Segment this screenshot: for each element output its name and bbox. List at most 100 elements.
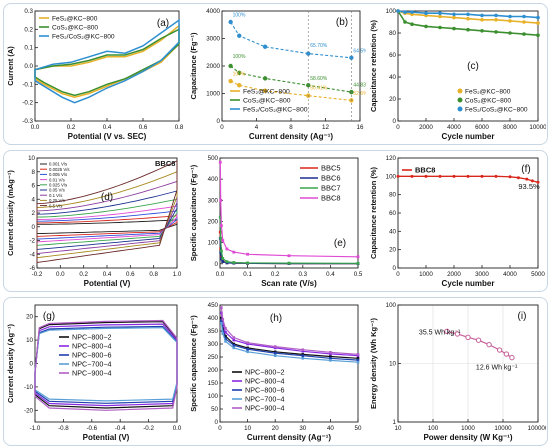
x-tick-label: 0.0 bbox=[56, 271, 65, 278]
x-tick-label: 0.0 bbox=[216, 271, 225, 278]
y-tick-label: 1 bbox=[393, 419, 397, 426]
data-point bbox=[287, 254, 291, 258]
y-tick-label: 2 bbox=[32, 210, 36, 217]
data-point bbox=[466, 12, 470, 17]
x-tick-label: 12 bbox=[322, 124, 329, 131]
data-point bbox=[508, 19, 512, 23]
legend-label: 0.005 V/s bbox=[49, 172, 67, 177]
x-tick-label: 10000 bbox=[529, 124, 546, 131]
data-point bbox=[410, 10, 414, 14]
y-tick-label: 10 bbox=[26, 337, 33, 344]
cv-loop bbox=[36, 190, 178, 250]
series-line bbox=[230, 21, 352, 59]
y-tick-label: 300 bbox=[208, 197, 219, 204]
data-point bbox=[273, 351, 277, 355]
y-tick-label: 4 bbox=[32, 196, 36, 203]
x-tick-label: 3000 bbox=[475, 271, 489, 278]
percent-annotation: 100% bbox=[233, 72, 246, 78]
data-point bbox=[224, 334, 227, 338]
x-tick-label: 8 bbox=[289, 124, 293, 131]
y-tick-label: -10 bbox=[24, 384, 34, 391]
data-point bbox=[301, 357, 305, 360]
retention-annotation: 93.5% bbox=[518, 182, 540, 191]
data-point bbox=[356, 255, 360, 259]
data-point bbox=[228, 78, 233, 84]
data-point bbox=[232, 250, 236, 254]
x-axis-label: Potential (V vs. SEC) bbox=[68, 132, 147, 141]
legend-label: NPC−800−2 bbox=[245, 368, 285, 377]
data-point bbox=[356, 357, 360, 360]
data-point bbox=[452, 174, 456, 178]
cv-loop bbox=[36, 198, 178, 246]
data-point bbox=[403, 20, 407, 24]
data-point bbox=[221, 239, 225, 242]
data-point bbox=[410, 22, 414, 27]
data-point bbox=[232, 336, 236, 339]
y-tick-label: 450 bbox=[208, 302, 219, 309]
y-tick-label: 1000 bbox=[206, 91, 220, 98]
data-point bbox=[262, 76, 268, 81]
data-point bbox=[465, 334, 471, 341]
data-point bbox=[508, 14, 512, 19]
legend-label: NPC−700−4 bbox=[72, 360, 112, 369]
data-point bbox=[220, 321, 223, 325]
data-point bbox=[273, 350, 277, 354]
data-point bbox=[220, 319, 223, 322]
legend-label: 0.01 V/s bbox=[49, 177, 65, 182]
x-tick-label: 0.4 bbox=[326, 271, 335, 278]
data-point bbox=[329, 352, 332, 356]
y-tick-label: 0 bbox=[393, 118, 397, 125]
x-tick-label: 8000 bbox=[503, 124, 517, 131]
percent-annotation: 65.70% bbox=[310, 43, 328, 49]
y-tick-label: 8 bbox=[32, 169, 36, 176]
data-point bbox=[356, 261, 360, 265]
x-axis-label: Cycle number bbox=[442, 279, 495, 288]
x-tick-label: 0 bbox=[396, 124, 400, 131]
data-point bbox=[466, 174, 470, 178]
data-point bbox=[396, 174, 400, 178]
data-point bbox=[424, 11, 428, 15]
data-point bbox=[536, 15, 540, 20]
panel-h-capacitance-chart: 0 10 20 30 40 50 0 50 100 150 200 250 300 350 400 450 Cu… bbox=[189, 302, 362, 442]
x-tick-label: 0.4 bbox=[103, 271, 112, 278]
data-point bbox=[356, 354, 360, 357]
data-point bbox=[306, 83, 311, 88]
chart-title: BBC8 bbox=[155, 159, 175, 168]
x-tick-label: 6000 bbox=[475, 124, 489, 131]
data-point bbox=[301, 348, 305, 352]
data-point bbox=[218, 215, 222, 219]
data-point bbox=[444, 328, 450, 335]
y-tick-label: 100 bbox=[386, 8, 397, 15]
x-axis-label: Current density (Ag⁻¹) bbox=[247, 433, 332, 442]
data-point bbox=[494, 18, 498, 22]
y-tick-label: 120 bbox=[386, 155, 397, 162]
legend-label: BBC6 bbox=[321, 174, 341, 183]
legend-label: BBC7 bbox=[321, 184, 341, 193]
data-point bbox=[536, 33, 540, 37]
x-tick-label: 0 bbox=[396, 271, 400, 278]
series-line bbox=[220, 312, 359, 357]
panel-letter: (a) bbox=[157, 18, 169, 29]
data-point bbox=[438, 25, 442, 30]
data-point bbox=[220, 311, 223, 315]
y-tick-label: 40 bbox=[389, 74, 396, 81]
data-point bbox=[530, 179, 534, 183]
x-axis-label: Power density (W Kg⁻¹) bbox=[423, 433, 512, 442]
x-tick-label: 10000 bbox=[494, 425, 512, 432]
data-point bbox=[220, 306, 223, 309]
data-point bbox=[480, 174, 484, 178]
data-point bbox=[516, 176, 520, 180]
x-tick-label: 16 bbox=[357, 124, 364, 131]
x-tick-label: 100 bbox=[428, 425, 439, 432]
data-point bbox=[522, 32, 526, 36]
y-tick-label: 10 bbox=[28, 155, 35, 162]
plot-frame bbox=[397, 10, 539, 122]
data-point bbox=[536, 180, 540, 184]
data-point bbox=[246, 347, 249, 351]
y-tick-label: 4000 bbox=[206, 8, 220, 15]
legend-label: NPC−900−4 bbox=[245, 404, 285, 413]
cv-loop bbox=[36, 171, 178, 259]
panel-letter: (e) bbox=[334, 238, 346, 249]
plot-frame bbox=[397, 157, 539, 269]
data-point bbox=[356, 358, 360, 362]
